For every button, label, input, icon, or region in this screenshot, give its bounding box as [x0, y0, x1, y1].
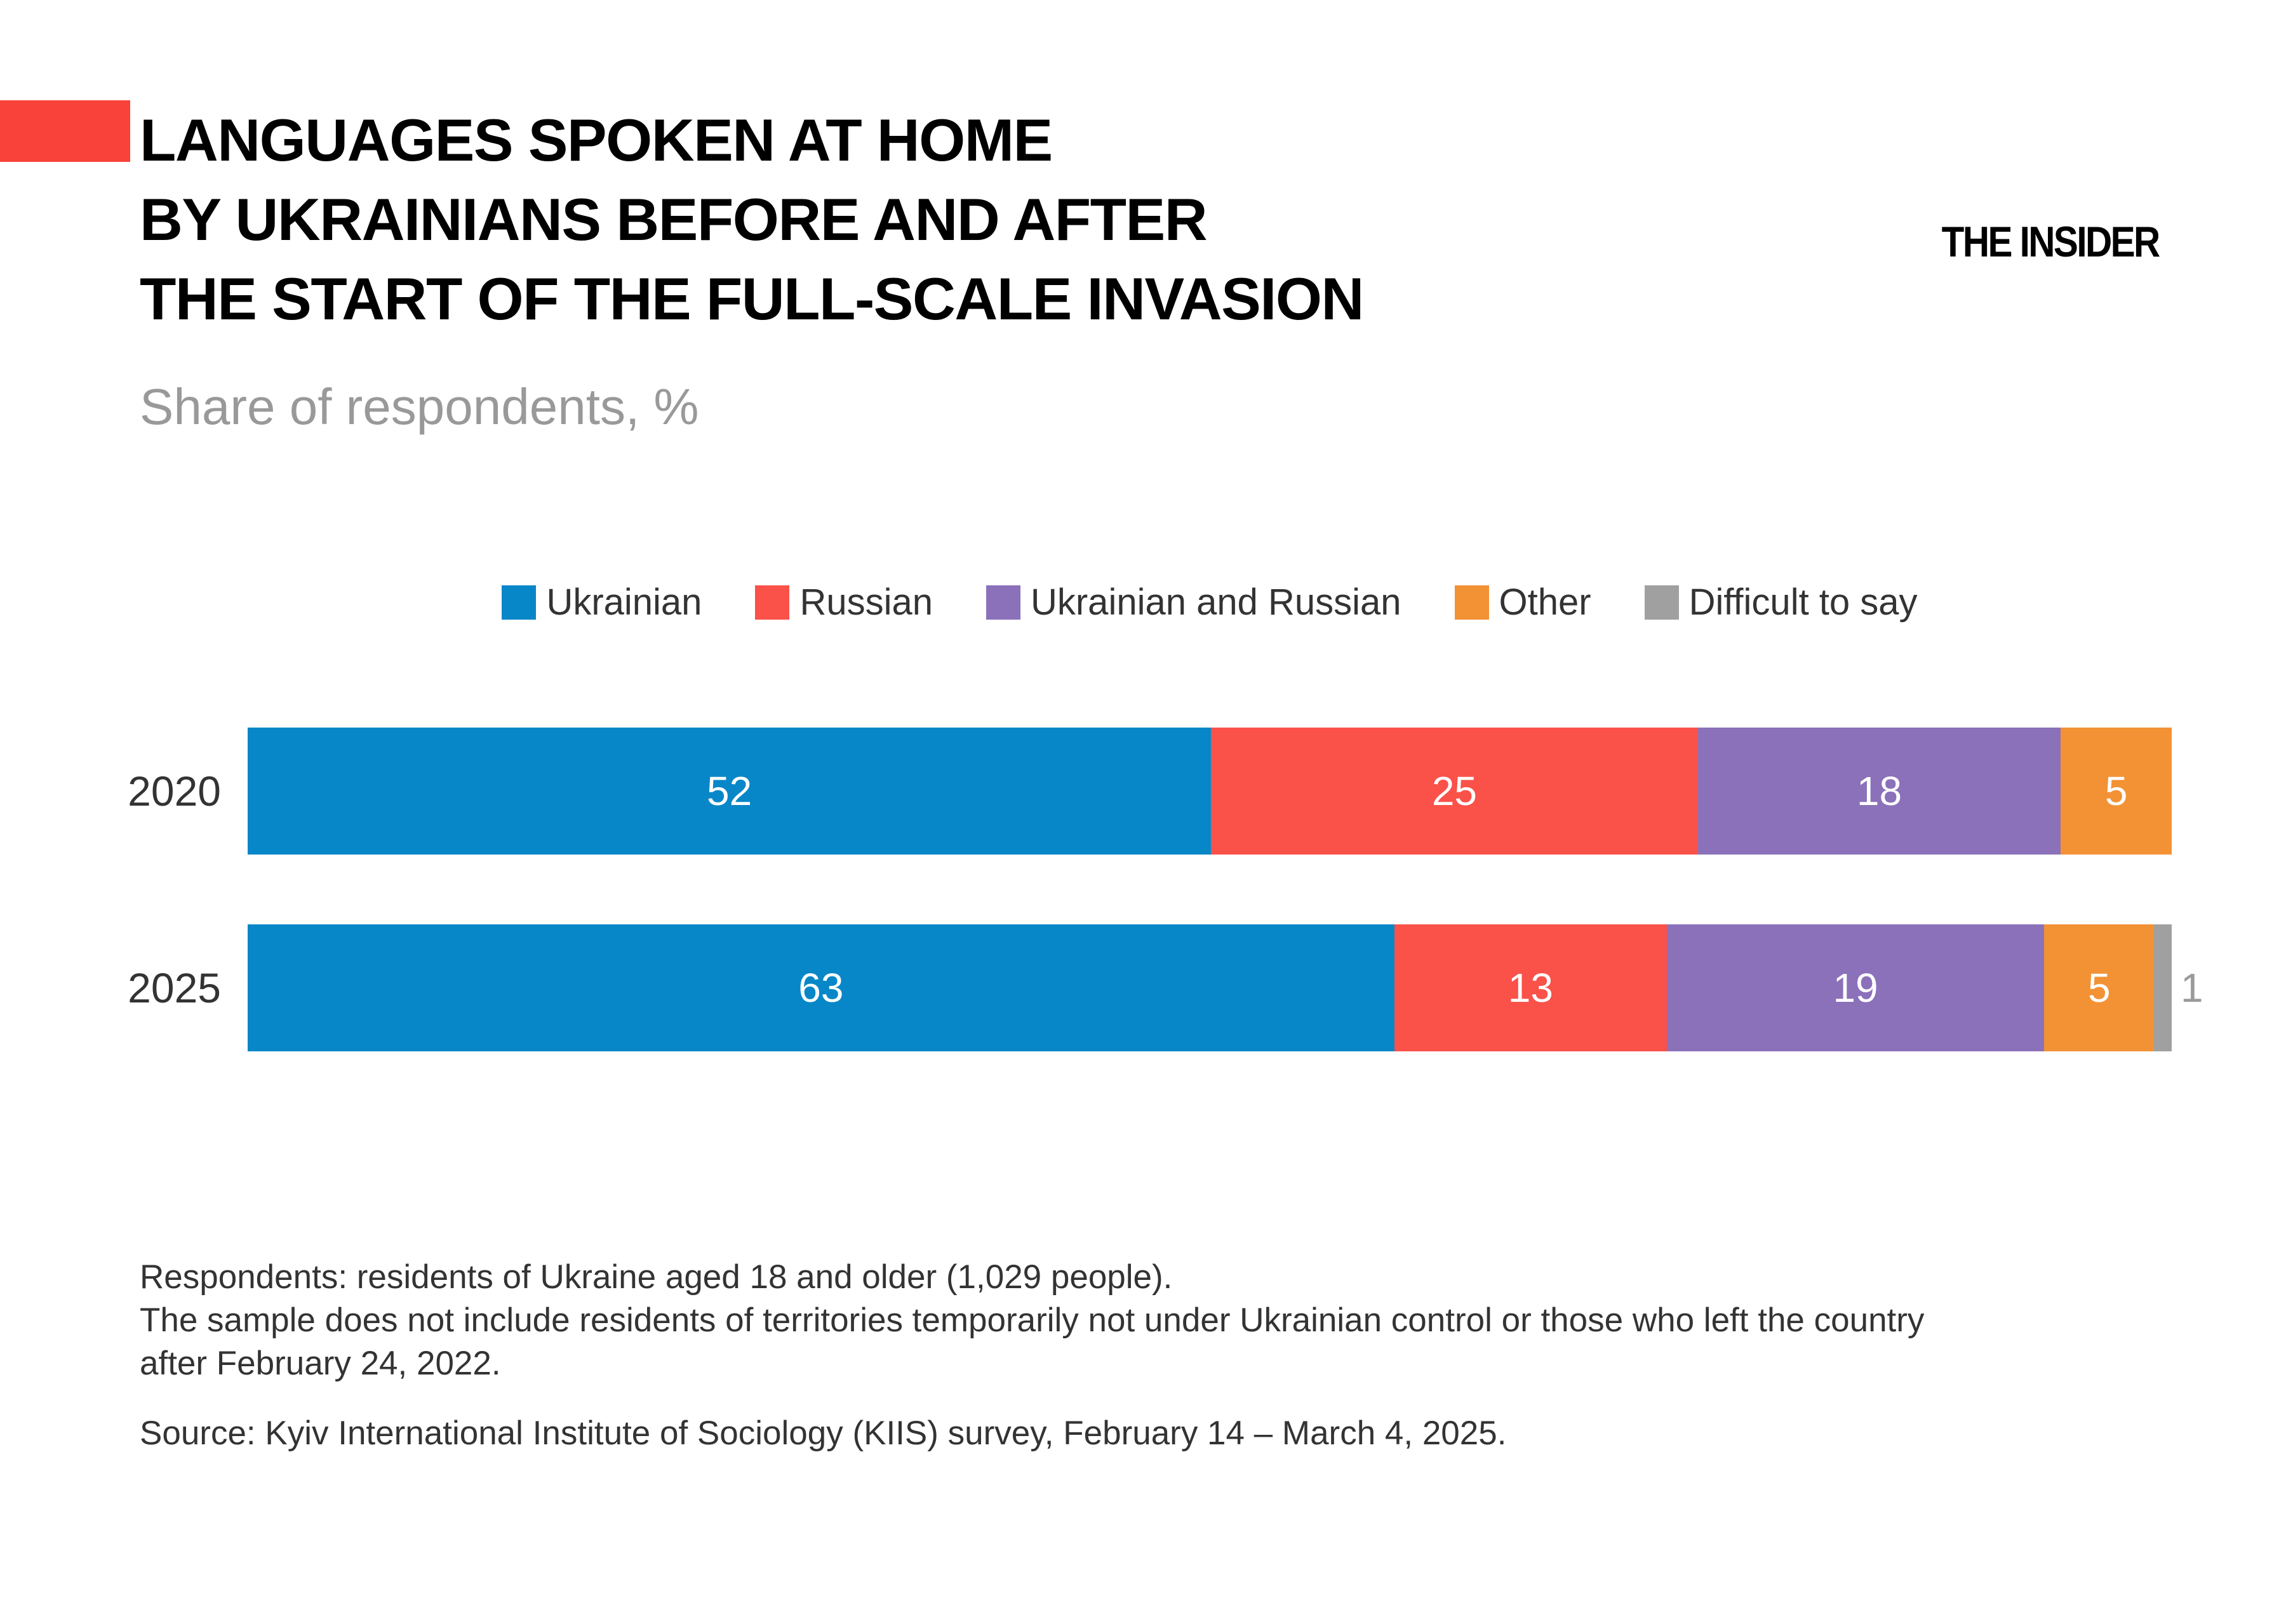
- page-title-line: BY UKRAINIANS BEFORE AND AFTER: [140, 186, 1208, 253]
- legend-label: Other: [1499, 582, 1591, 623]
- legend-item-ukrainian: Ukrainian: [502, 581, 702, 623]
- bar-segment-other: 5: [2061, 728, 2172, 855]
- category-label-2025: 2025: [128, 964, 221, 1011]
- legend-item-ukrainian-and-russian: Ukrainian and Russian: [986, 581, 1401, 623]
- segment-value-label: 19: [1833, 965, 1878, 1011]
- segment-value-label: 25: [1431, 768, 1478, 814]
- page-title-line: THE START OF THE FULL-SCALE INVASION: [140, 265, 1364, 332]
- legend-item-difficult-to-say: Difficult to say: [1644, 581, 1918, 623]
- footnote-line: The sample does not include residents of…: [140, 1301, 1925, 1339]
- footnote-line: after February 24, 2022.: [140, 1345, 501, 1382]
- chart-subtitle: Share of respondents, %: [140, 378, 699, 435]
- segment-value-label: 13: [1507, 965, 1553, 1011]
- legend-item-other: Other: [1454, 581, 1591, 623]
- legend-label: Ukrainian: [546, 582, 702, 623]
- legend-label: Ukrainian and Russian: [1030, 582, 1401, 623]
- legend-label: Difficult to say: [1688, 582, 1918, 623]
- stacked-bar-2020: 52 25 18 5: [248, 728, 2172, 855]
- legend-swatch-icon: [1644, 585, 1679, 620]
- bar-segment-ukrainian-and-russian: 19: [1666, 924, 2045, 1051]
- stacked-bar-2025: 63 13 19 5 1: [248, 924, 2203, 1051]
- segment-value-label: 52: [707, 768, 752, 814]
- segment-value-label: 63: [798, 965, 844, 1011]
- category-label-2020: 2020: [128, 768, 221, 815]
- segment-value-label: 1: [2181, 965, 2203, 1011]
- legend-swatch-icon: [502, 585, 537, 620]
- page-title-line: LANGUAGES SPOKEN AT HOME: [140, 107, 1053, 173]
- bar-row-2025: 2025 63 13 19 5 1: [0, 924, 2203, 1051]
- source-line: Source: Kyiv International Institute of …: [140, 1414, 1507, 1452]
- legend-swatch-icon: [986, 585, 1020, 620]
- legend-swatch-icon: [1454, 585, 1489, 620]
- footnotes: Respondents: residents of Ukraine aged 1…: [140, 1256, 2172, 1455]
- bar-chart: 2020 52 25 18 5 2025 63 13 19 5 1: [0, 728, 2286, 1051]
- legend: Ukrainian Russian Ukrainian and Russian Oth…: [248, 581, 2172, 623]
- legend-label: Russian: [799, 582, 933, 623]
- bar-row-2020: 2020 52 25 18 5: [0, 728, 2172, 855]
- segment-value-label: 5: [2104, 768, 2128, 814]
- brand-logo: THE INSIDER: [1941, 218, 2161, 266]
- brand-accent-block: [0, 100, 130, 162]
- bar-segment-russian: 13: [1394, 924, 1667, 1051]
- segment-value-label: 18: [1856, 768, 1902, 814]
- bar-segment-ukrainian: 52: [248, 728, 1212, 855]
- page-title: LANGUAGES SPOKEN AT HOME BY UKRAINIANS B…: [140, 100, 1930, 338]
- bar-segment-ukrainian: 63: [248, 924, 1394, 1051]
- footnote-line: Respondents: residents of Ukraine aged 1…: [140, 1258, 1173, 1296]
- segment-value-label: 5: [2088, 965, 2111, 1011]
- bar-segment-other: 5: [2044, 924, 2155, 1051]
- legend-item-russian: Russian: [755, 581, 933, 623]
- bar-segment-ukrainian-and-russian: 18: [1697, 728, 2061, 855]
- legend-swatch-icon: [755, 585, 790, 620]
- bar-segment-russian: 25: [1211, 728, 1698, 855]
- bar-segment-difficult-to-say: 1: [2154, 924, 2203, 1051]
